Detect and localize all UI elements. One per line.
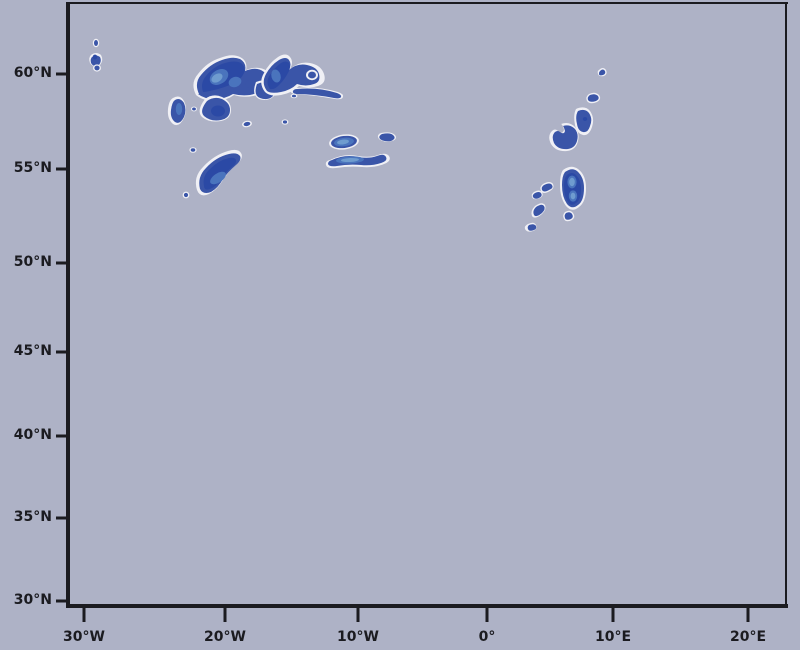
x-tick-label-20w: 20°W bbox=[204, 629, 246, 645]
x-tick-label-0: 0° bbox=[478, 629, 496, 645]
contour-region-midsea-specks bbox=[242, 119, 289, 128]
contour-region-eastward-streak bbox=[290, 87, 344, 100]
plot-background bbox=[66, 2, 788, 608]
contour-region-southwest-blob bbox=[182, 147, 242, 199]
contour-layer bbox=[89, 38, 607, 232]
y-tick-label-30n: 30°N bbox=[13, 592, 52, 608]
contour-region-northwest-specks bbox=[89, 38, 103, 72]
contour-region-faroe-hook bbox=[261, 54, 325, 96]
x-tick-label-20e: 20°E bbox=[729, 629, 767, 645]
contour-region-southeast-blob bbox=[560, 166, 586, 222]
contour-region-northeast-specks bbox=[586, 68, 607, 104]
x-tick-label-10e: 10°E bbox=[594, 629, 632, 645]
y-tick-label-40n: 40°N bbox=[13, 427, 52, 443]
contour-region-east-hook bbox=[549, 107, 594, 152]
y-tick-label-50n: 50°N bbox=[13, 254, 52, 270]
axis-frame bbox=[66, 2, 788, 608]
contour-region-iceland-spur bbox=[199, 95, 231, 122]
y-tick-label-55n: 55°N bbox=[13, 160, 52, 176]
x-axis-ticks bbox=[82, 606, 750, 622]
y-axis-ticks bbox=[56, 72, 68, 603]
contour-region-midsea-pair bbox=[325, 132, 396, 169]
x-tick-label-10w: 10°W bbox=[337, 629, 379, 645]
x-tick-label-30w: 30°W bbox=[63, 629, 105, 645]
y-tick-label-45n: 45°N bbox=[13, 343, 52, 359]
contour-region-southeast-specks bbox=[524, 182, 554, 232]
y-tick-label-35n: 35°N bbox=[13, 509, 52, 525]
y-tick-label-60n: 60°N bbox=[13, 65, 52, 81]
contour-region-west-isles bbox=[167, 96, 197, 126]
